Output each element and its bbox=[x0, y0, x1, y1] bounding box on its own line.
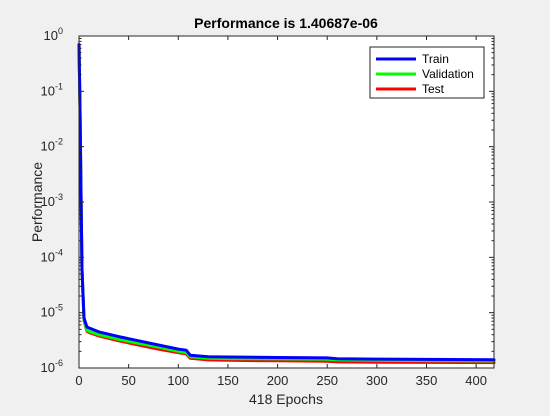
series-line-train bbox=[77, 43, 496, 362]
y-tick-exponent: -2 bbox=[55, 137, 63, 147]
y-tick-base: 10 bbox=[41, 83, 55, 98]
y-tick-exponent: 0 bbox=[58, 26, 63, 36]
legend-label-validation: Validation bbox=[422, 67, 474, 81]
x-tick-label: 0 bbox=[75, 373, 82, 388]
series-lines bbox=[77, 43, 496, 365]
y-tick-exponent: -4 bbox=[55, 247, 63, 257]
y-tick-label: 100 bbox=[44, 26, 63, 43]
x-tick-label: 350 bbox=[416, 373, 438, 388]
x-tick-label: 300 bbox=[366, 373, 388, 388]
y-tick-base: 10 bbox=[41, 194, 55, 209]
plot-border bbox=[78, 35, 495, 369]
x-axis-ticks: 0 50 100 150 200 250 300 350 400 bbox=[75, 36, 487, 388]
y-tick-exponent: -3 bbox=[55, 192, 63, 202]
y-tick-base: 10 bbox=[41, 249, 55, 264]
legend-label-test: Test bbox=[422, 82, 445, 96]
y-tick-label: 10-4 bbox=[41, 247, 63, 264]
y-tick-exponent: -1 bbox=[55, 81, 63, 91]
y-tick-base: 10 bbox=[41, 360, 55, 375]
y-tick-base: 10 bbox=[41, 139, 55, 154]
y-tick-label: 10-6 bbox=[41, 358, 63, 375]
y-tick-label: 10-2 bbox=[41, 137, 63, 154]
x-tick-label: 400 bbox=[465, 373, 487, 388]
y-tick-base: 10 bbox=[44, 28, 58, 43]
y-tick-label: 10-5 bbox=[41, 303, 63, 320]
y-tick-label: 10-3 bbox=[41, 192, 63, 209]
x-tick-label: 150 bbox=[217, 373, 239, 388]
x-tick-label: 250 bbox=[316, 373, 338, 388]
y-axis-label: Performance bbox=[29, 162, 45, 242]
legend-label-train: Train bbox=[422, 52, 449, 66]
y-tick-exponent: -6 bbox=[55, 358, 63, 368]
y-tick-base: 10 bbox=[41, 305, 55, 320]
y-tick-exponent: -5 bbox=[55, 303, 63, 313]
x-tick-label: 50 bbox=[121, 373, 135, 388]
x-tick-label: 200 bbox=[267, 373, 289, 388]
x-tick-label: 100 bbox=[167, 373, 189, 388]
x-axis-label: 418 Epochs bbox=[249, 391, 323, 407]
chart-title: Performance is 1.40687e-06 bbox=[194, 15, 378, 31]
y-tick-label: 10-1 bbox=[41, 81, 63, 98]
